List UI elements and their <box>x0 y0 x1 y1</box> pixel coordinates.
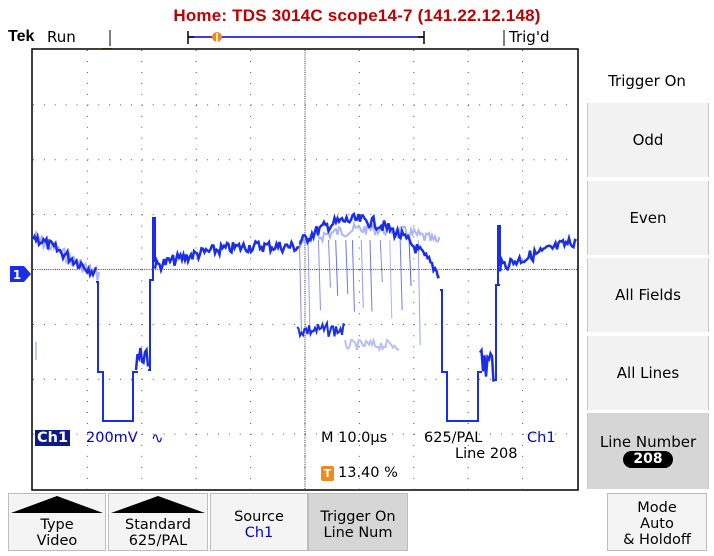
acquisition-status: Run <box>47 28 76 46</box>
side-menu-heading: Trigger On <box>587 62 707 100</box>
line-number-label: Line Number <box>599 433 697 451</box>
ch1-readout-badge: Ch1 <box>35 430 71 446</box>
source-button[interactable]: Source Ch1 <box>210 493 308 551</box>
graticule-grid <box>33 50 577 489</box>
line-number-button[interactable]: Line Number 208 <box>587 413 709 489</box>
timebase-readout: M 10.0µs <box>321 430 388 446</box>
brand-label: Tek <box>8 28 35 45</box>
standard-button[interactable]: Standard 625/PAL <box>108 493 208 551</box>
record-indicator <box>109 30 505 46</box>
type-popup-icon <box>11 496 103 513</box>
coupling-icon: ∿ <box>151 429 164 447</box>
volts-per-div: 200mV <box>86 430 138 446</box>
trigger-position-icon: T <box>321 466 334 481</box>
video-standard-readout: 625/PAL <box>424 430 483 446</box>
all-lines-button[interactable]: All Lines <box>587 336 709 410</box>
trigger-source-readout: Ch1 <box>527 430 556 446</box>
type-button[interactable]: Type Video <box>8 493 106 551</box>
window-title: Home: TDS 3014C scope14-7 (141.22.12.148… <box>173 6 541 25</box>
standard-popup-icon <box>111 496 205 513</box>
ch1-ground-marker[interactable]: 1 <box>10 266 32 284</box>
svg-text:1: 1 <box>13 268 21 282</box>
trigger-on-button[interactable]: Trigger On Line Num <box>308 493 408 551</box>
odd-button[interactable]: Odd <box>587 103 709 177</box>
record-trigger-marker <box>212 32 222 42</box>
line-readout: Line 208 <box>455 446 518 462</box>
line-number-value: 208 <box>623 451 673 468</box>
waveform-display <box>31 48 579 491</box>
trigger-position-readout: 13.40 % <box>338 465 398 481</box>
trigger-status: Trig'd <box>509 28 550 46</box>
mode-holdoff-button[interactable]: Mode Auto & Holdoff <box>607 493 707 551</box>
even-button[interactable]: Even <box>587 181 709 255</box>
all-fields-button[interactable]: All Fields <box>587 258 709 332</box>
ch1-waveform <box>31 211 578 422</box>
